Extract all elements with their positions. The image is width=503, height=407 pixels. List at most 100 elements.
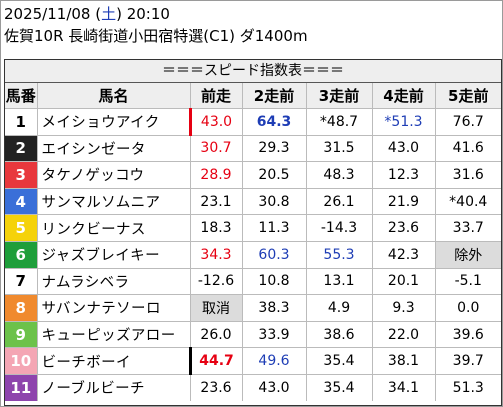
speed-index-last-race: 18.3: [189, 214, 243, 242]
horse-name: タケノゲッコウ: [36, 161, 191, 189]
speed-index-4-races-ago: 34.1: [371, 373, 436, 401]
race-datetime: 2025/11/08 (土) 20:10: [1, 3, 502, 25]
speed-index-4-races-ago: 9.3: [371, 294, 436, 322]
table-row: 10 ビーチボーイ 44.7 49.6 35.4 38.1 39.7: [5, 347, 501, 375]
col-header-3-races-ago: 3走前: [305, 83, 373, 109]
speed-index-3-races-ago: 48.3: [305, 161, 373, 189]
horse-number: 1: [5, 108, 38, 136]
race-time: ) 20:10: [116, 5, 170, 23]
table-row: 6 ジャズブレイキー 34.3 60.3 55.3 42.3 除外: [5, 240, 501, 269]
horse-name: ジャズブレイキー: [36, 240, 191, 269]
speed-index-5-races-ago: *40.4: [434, 187, 501, 216]
horse-name: メイショウアイク: [36, 108, 191, 136]
horse-number: 9: [5, 320, 38, 349]
speed-index-5-races-ago: 除外: [434, 240, 501, 269]
speed-index-4-races-ago: 12.3: [371, 161, 436, 189]
speed-index-4-races-ago: 21.9: [371, 187, 436, 216]
speed-index-2-races-ago: 38.3: [241, 294, 307, 322]
speed-index-3-races-ago: 35.4: [305, 347, 373, 375]
speed-index-last-race: 23.6: [189, 373, 243, 401]
table-header-row: 馬番 馬名 前走 2走前 3走前 4走前 5走前: [5, 83, 501, 109]
table-row: 11 ノーブルビーチ 23.6 43.0 35.4 34.1 51.3: [5, 373, 501, 401]
speed-index-3-races-ago: 38.6: [305, 320, 373, 349]
speed-index-3-races-ago: 4.9: [305, 294, 373, 322]
table-row: 4 サンマルソムニア 23.1 30.8 26.1 21.9 *40.4: [5, 187, 501, 216]
speed-index-2-races-ago: 64.3: [241, 108, 307, 136]
col-header-last-race: 前走: [189, 83, 243, 109]
speed-index-5-races-ago: 31.6: [434, 161, 501, 189]
speed-index-2-races-ago: 20.5: [241, 161, 307, 189]
speed-index-5-races-ago: 0.0: [434, 294, 501, 322]
horse-number: 2: [5, 134, 38, 163]
horse-name: サバンナテソーロ: [36, 294, 191, 322]
speed-index-5-races-ago: 39.7: [434, 347, 501, 375]
horse-number: 7: [5, 267, 38, 296]
table-row: 7 ナムラシベラ -12.6 10.8 13.1 20.1 -5.1: [5, 267, 501, 296]
table-row: 1 メイショウアイク 43.0 64.3 *48.7 *51.3 76.7: [5, 108, 501, 136]
speed-index-5-races-ago: -5.1: [434, 267, 501, 296]
speed-index-2-races-ago: 10.8: [241, 267, 307, 296]
horse-name: エイシンゼータ: [36, 134, 191, 163]
col-header-5-races-ago: 5走前: [434, 83, 501, 109]
speed-index-last-race: -12.6: [189, 267, 243, 296]
speed-index-5-races-ago: 76.7: [434, 108, 501, 136]
horse-name: キューピッズアロー: [36, 320, 191, 349]
speed-index-4-races-ago: 23.6: [371, 214, 436, 242]
horse-name: リンクビーナス: [36, 214, 191, 242]
speed-index-last-race: 30.7: [189, 134, 243, 163]
speed-index-4-races-ago: *51.3: [371, 108, 436, 136]
speed-index-5-races-ago: 41.6: [434, 134, 501, 163]
speed-index-last-race: 26.0: [189, 320, 243, 349]
horse-number: 4: [5, 187, 38, 216]
horse-number: 10: [5, 347, 38, 375]
speed-index-2-races-ago: 49.6: [241, 347, 307, 375]
speed-index-last-race: 23.1: [189, 187, 243, 216]
speed-index-2-races-ago: 33.9: [241, 320, 307, 349]
horse-name: ビーチボーイ: [36, 347, 191, 375]
speed-index-4-races-ago: 42.3: [371, 240, 436, 269]
speed-index-last-race: 取消: [189, 294, 243, 322]
speed-index-2-races-ago: 30.8: [241, 187, 307, 216]
speed-index-2-races-ago: 29.3: [241, 134, 307, 163]
speed-index-last-race: 43.0: [188, 108, 243, 136]
speed-index-5-races-ago: 39.6: [434, 320, 501, 349]
col-header-horse-name: 馬名: [36, 83, 191, 109]
race-weekday: 土: [101, 5, 117, 23]
table-row: 8 サバンナテソーロ 取消 38.3 4.9 9.3 0.0: [5, 294, 501, 322]
horse-number: 3: [5, 161, 38, 189]
horse-number: 11: [5, 373, 38, 401]
speed-index-5-races-ago: 33.7: [434, 214, 501, 242]
horse-number: 8: [5, 294, 38, 322]
speed-index-3-races-ago: 31.5: [305, 134, 373, 163]
horse-name: ナムラシベラ: [36, 267, 191, 296]
col-header-4-races-ago: 4走前: [371, 83, 436, 109]
speed-index-3-races-ago: 26.1: [305, 187, 373, 216]
race-info: 佐賀10R 長崎街道小田宿特選(C1) ダ1400m: [4, 27, 308, 45]
speed-index-3-races-ago: -14.3: [305, 214, 373, 242]
horse-number: 5: [5, 214, 38, 242]
speed-index-table-box: ＝＝＝スピード指数表＝＝＝ 馬番 馬名 前走 2走前 3走前 4走前 5走前 1…: [4, 59, 502, 406]
table-row: 5 リンクビーナス 18.3 11.3 -14.3 23.6 33.7: [5, 214, 501, 242]
table-title: ＝＝＝スピード指数表＝＝＝: [5, 60, 501, 83]
speed-index-last-race: 28.9: [189, 161, 243, 189]
col-header-number: 馬番: [5, 83, 38, 109]
speed-index-table: 馬番 馬名 前走 2走前 3走前 4走前 5走前 1 メイショウアイク 43.0 64…: [5, 83, 501, 401]
speed-index-3-races-ago: 55.3: [305, 240, 373, 269]
speed-index-3-races-ago: *48.7: [305, 108, 373, 136]
speed-index-last-race: 34.3: [189, 240, 243, 269]
speed-index-4-races-ago: 38.1: [371, 347, 436, 375]
table-row: 9 キューピッズアロー 26.0 33.9 38.6 22.0 39.6: [5, 320, 501, 349]
horse-number: 6: [5, 240, 38, 269]
speed-index-4-races-ago: 22.0: [371, 320, 436, 349]
table-row: 3 タケノゲッコウ 28.9 20.5 48.3 12.3 31.6: [5, 161, 501, 189]
speed-index-5-races-ago: 51.3: [434, 373, 501, 401]
speed-index-2-races-ago: 43.0: [241, 373, 307, 401]
speed-index-4-races-ago: 43.0: [371, 134, 436, 163]
col-header-2-races-ago: 2走前: [241, 83, 307, 109]
speed-index-3-races-ago: 13.1: [305, 267, 373, 296]
race-date: 2025/11/08 (: [4, 5, 102, 23]
speed-index-2-races-ago: 60.3: [241, 240, 307, 269]
speed-index-last-race: 44.7: [188, 347, 243, 375]
horse-name: ノーブルビーチ: [36, 373, 191, 401]
